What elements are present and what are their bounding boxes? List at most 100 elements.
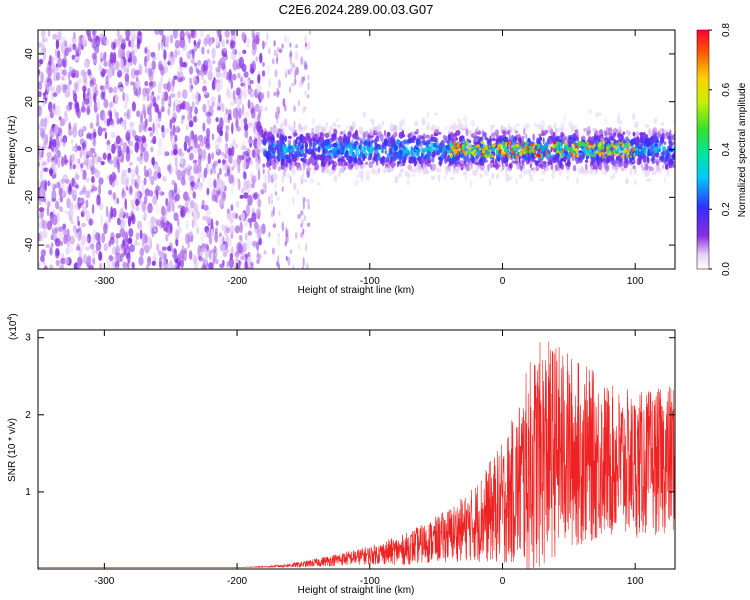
spectrogram-cell xyxy=(237,178,241,191)
spectrogram-cell xyxy=(278,48,283,54)
snr-x-tick-label: -200 xyxy=(227,576,247,587)
spectrogram-cell xyxy=(74,157,81,169)
spectrogram-cell xyxy=(163,59,167,66)
spectrogram-cell xyxy=(393,144,399,152)
spectrogram-cell xyxy=(491,155,495,158)
spectrogram-cell xyxy=(207,99,211,108)
spectrogram-cell xyxy=(213,180,217,189)
spectrogram-cell xyxy=(52,33,58,40)
spectrogram-cell xyxy=(288,139,291,146)
spectrogram-cell xyxy=(286,37,289,44)
spectrogram-cell xyxy=(161,124,165,133)
spectrogram-cell xyxy=(185,196,191,202)
spectrogram-cell xyxy=(174,195,178,203)
spectrogram-cell xyxy=(226,208,230,214)
spectrogram-cell xyxy=(241,103,245,115)
spectrogram-cell xyxy=(168,260,174,269)
spectrogram-cell xyxy=(540,160,544,166)
spectrogram-cell xyxy=(420,162,423,169)
spectrogram-cell xyxy=(136,39,141,50)
spectrogram-cell xyxy=(325,162,328,169)
spectrogram-cell xyxy=(179,156,184,165)
spectrogram-cell xyxy=(621,168,625,172)
spectrogram-cell xyxy=(206,127,211,138)
spectrogram-cell xyxy=(287,135,292,139)
spectrogram-cell xyxy=(401,159,406,164)
spectrogram-cell xyxy=(131,261,135,268)
snr-x-tick-label: 0 xyxy=(500,576,506,587)
spectrogram-cell xyxy=(232,59,238,71)
spectrogram-cell xyxy=(105,39,110,45)
spectrogram-cell xyxy=(206,111,212,117)
spectrogram-cell xyxy=(243,171,247,180)
spectrogram-cell xyxy=(365,161,369,165)
spectrogram-cell xyxy=(126,68,129,74)
spectrogram-cell xyxy=(108,87,113,94)
spectrogram-cell xyxy=(281,122,285,127)
spectrogram-cell xyxy=(333,175,338,182)
spectrogram-cell xyxy=(465,128,469,136)
spectrogram-cell xyxy=(116,30,120,39)
spectrogram-cell xyxy=(229,101,234,106)
spectrogram-cell xyxy=(522,162,525,170)
spectrogram-cell xyxy=(258,105,264,113)
spectrogram-cell xyxy=(249,93,255,98)
spectrogram-cell xyxy=(128,140,134,147)
spectrogram-cell xyxy=(228,257,234,269)
spectrogram-cell xyxy=(40,30,46,38)
spectrogram-cell xyxy=(410,168,414,173)
spectrogram-cell xyxy=(461,143,466,149)
spectrogram-cell xyxy=(586,152,590,157)
spectrogram-cell xyxy=(362,153,366,162)
spectrogram-cell xyxy=(306,198,310,204)
spectrogram-cell xyxy=(276,56,278,65)
spectrogram-cell xyxy=(68,43,74,53)
spectrogram-cell xyxy=(603,148,606,154)
spectrogram-cell xyxy=(106,118,111,127)
spectrogram-cell xyxy=(294,231,298,240)
spectrogram-cell xyxy=(274,160,277,164)
spectrogram-cell xyxy=(236,126,241,132)
spectrogram-cell xyxy=(146,106,152,116)
spectrogram-cell xyxy=(281,43,284,49)
spectrogram-cell xyxy=(82,149,85,157)
spectrogram-cell xyxy=(128,161,133,166)
spectrogram-cell xyxy=(384,166,389,173)
spectrogram-cell xyxy=(236,99,241,112)
spectrogram-cell xyxy=(209,168,214,175)
spectrogram-cell xyxy=(86,235,89,244)
spectrogram-cell xyxy=(57,150,61,159)
spectrogram-cell xyxy=(273,49,277,57)
spectrogram-cell xyxy=(271,160,275,165)
spectrogram-cell xyxy=(125,129,131,138)
spectrogram-cell xyxy=(224,130,230,142)
spectrogram-cell xyxy=(87,32,92,42)
spectrogram-y-tick-label: -40 xyxy=(24,237,35,252)
spectrogram-cell xyxy=(276,133,280,139)
spectrogram-cell xyxy=(253,193,258,201)
spectrogram-cell xyxy=(114,93,120,105)
spectrogram-cell xyxy=(602,140,606,145)
spectrogram-cell xyxy=(136,241,142,246)
spectrogram-cell xyxy=(381,144,384,153)
spectrogram-cell xyxy=(373,126,379,131)
spectrogram-cell xyxy=(272,58,275,65)
spectrogram-cell xyxy=(644,170,649,178)
spectrogram-cell xyxy=(257,193,260,200)
spectrogram-cell xyxy=(234,225,241,234)
spectrogram-y-tick-label: 20 xyxy=(24,96,35,108)
spectrogram-cell xyxy=(257,113,261,122)
spectrogram-cell xyxy=(434,112,438,116)
spectrogram-cell xyxy=(245,238,251,251)
spectrogram-cell xyxy=(66,104,69,111)
spectrogram-cell xyxy=(404,145,408,151)
spectrogram-cell xyxy=(287,69,290,75)
spectrogram-cell xyxy=(220,56,226,69)
spectrogram-cell xyxy=(63,154,67,166)
spectrogram-cell xyxy=(156,94,160,101)
spectrogram-cell xyxy=(293,65,297,73)
spectrogram-cell xyxy=(365,176,371,181)
spectrogram-cell xyxy=(203,204,209,211)
spectrogram-cell xyxy=(63,228,67,237)
spectrogram-cell xyxy=(251,149,256,158)
